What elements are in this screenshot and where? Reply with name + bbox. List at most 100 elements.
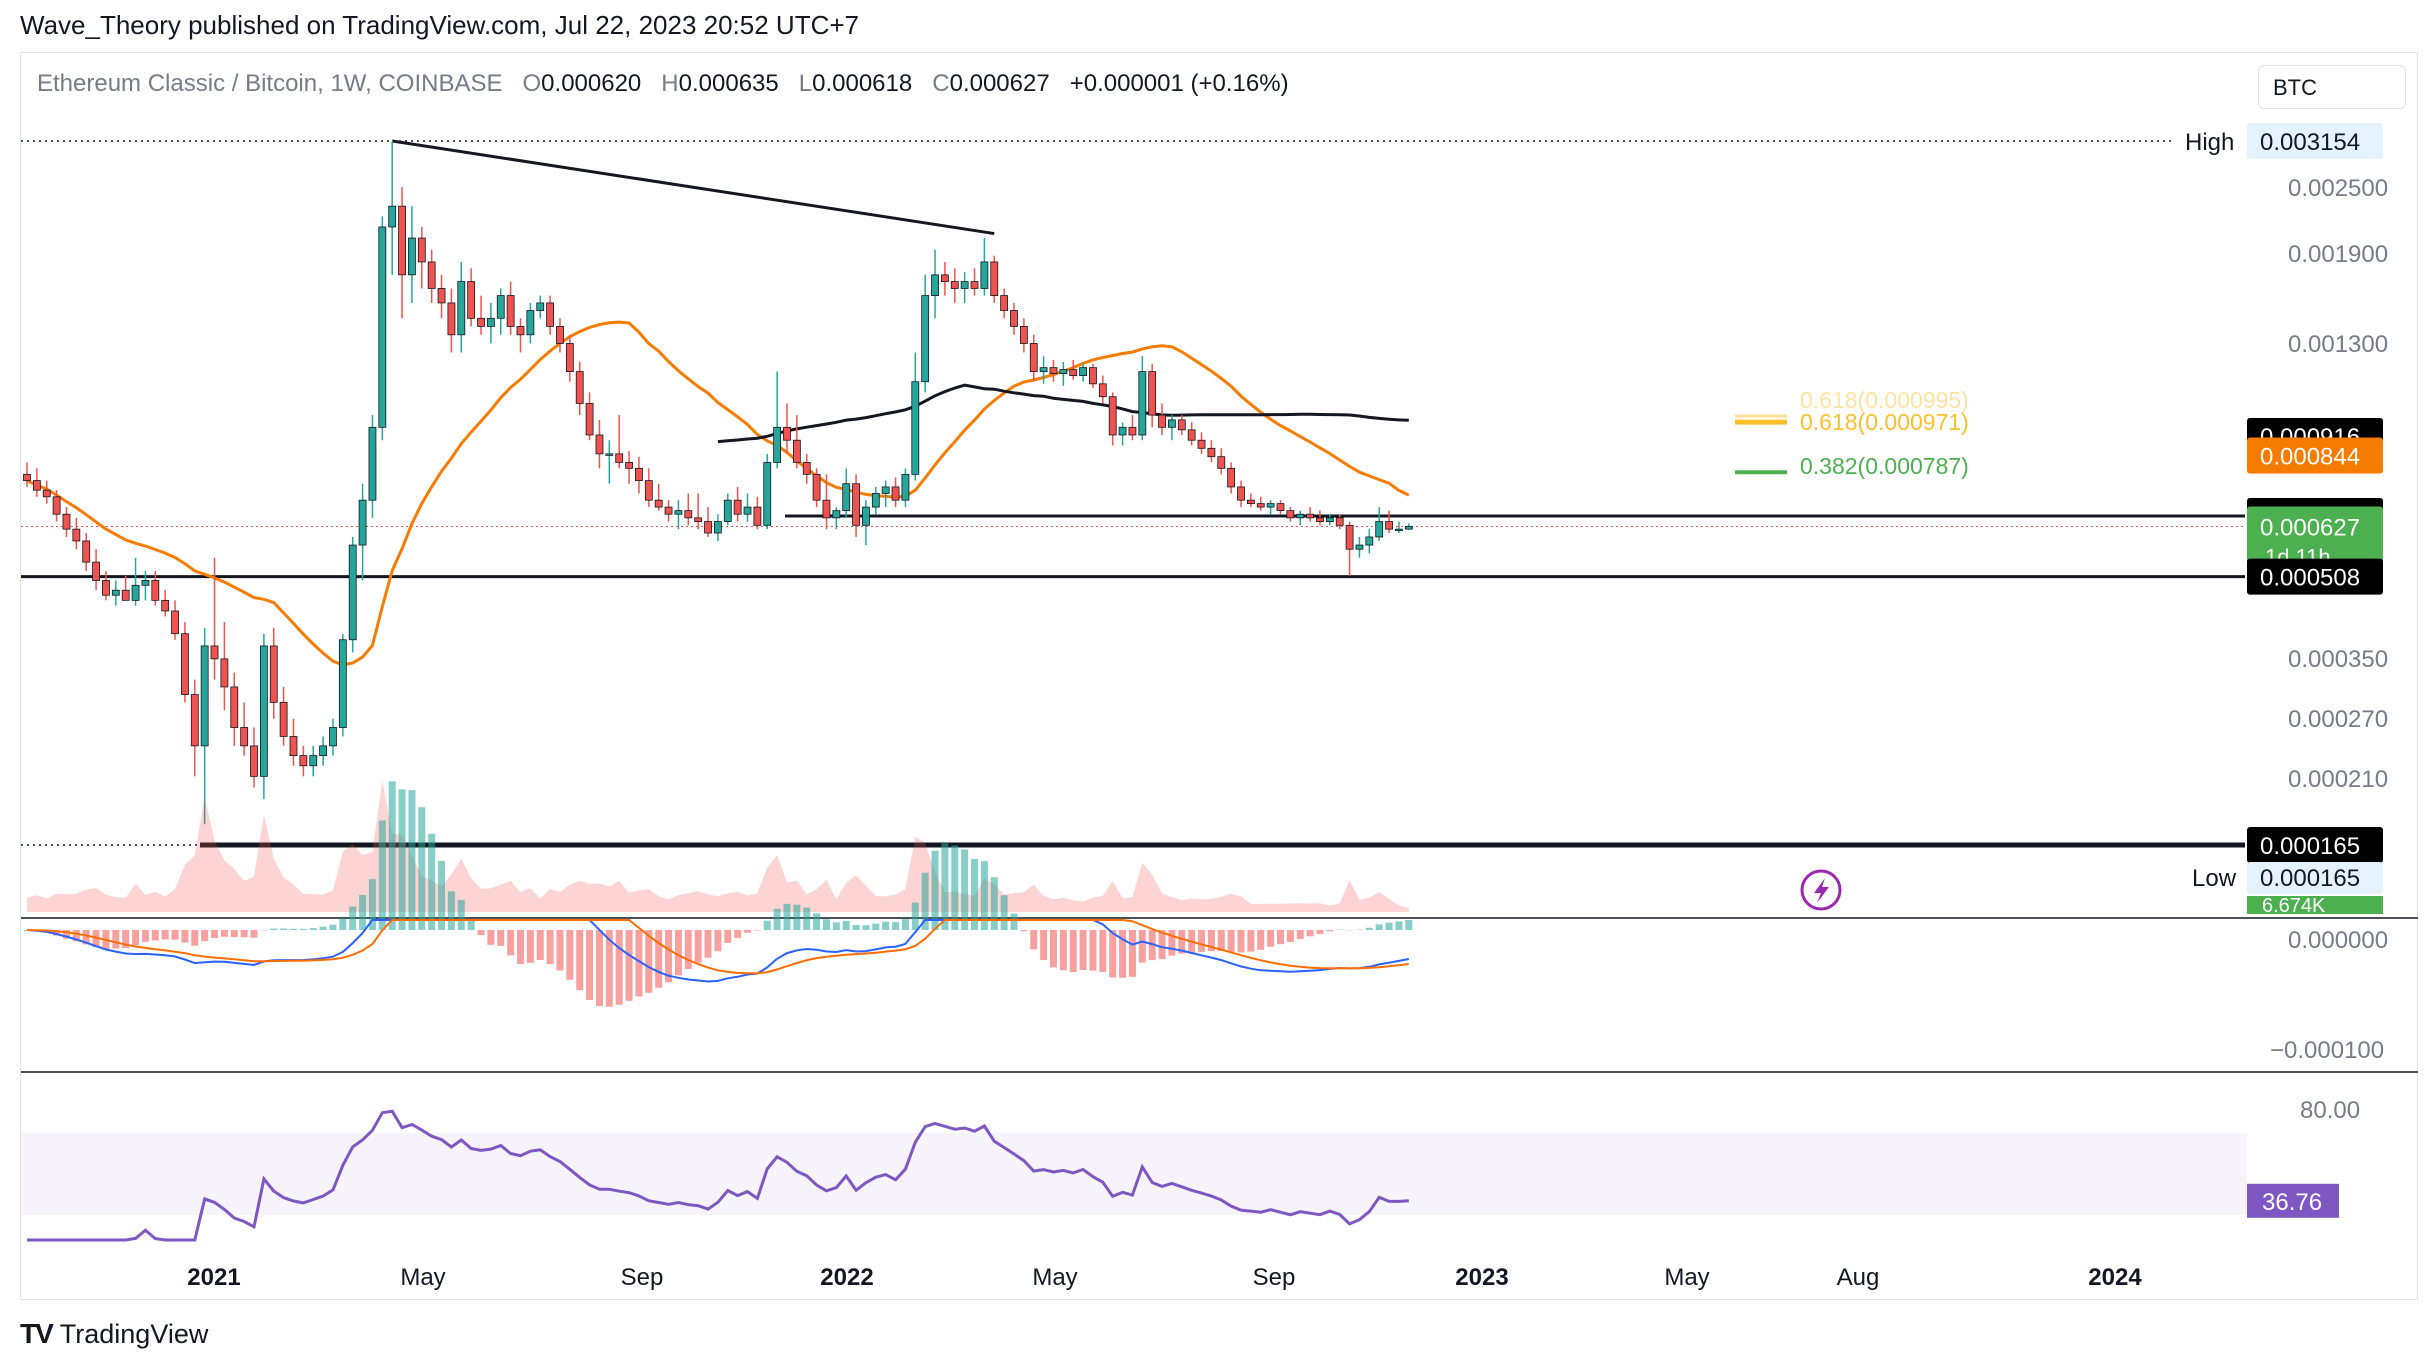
publisher-line: Wave_Theory published on TradingView.com… xyxy=(20,10,859,40)
macd-histogram-bar xyxy=(645,930,653,993)
candle-body xyxy=(615,453,624,463)
macd-histogram-bar xyxy=(398,789,406,930)
candle-body xyxy=(506,295,515,327)
candle-body xyxy=(1207,447,1216,458)
fib-382-label: 0.382(0.000787) xyxy=(1800,453,1969,479)
candle-body xyxy=(763,462,772,526)
candle-body xyxy=(1246,499,1255,505)
macd-histogram-bar xyxy=(1089,930,1097,971)
macd-histogram-bar xyxy=(684,930,692,969)
macd-histogram-bar xyxy=(378,820,386,930)
macd-histogram-bar xyxy=(1237,930,1245,953)
candle-body xyxy=(141,580,150,586)
candle-body xyxy=(1128,426,1137,436)
currency-button[interactable]: BTC xyxy=(2258,65,2406,109)
macd-histogram-bar xyxy=(842,920,850,930)
candle-body xyxy=(1177,419,1186,431)
high-value-badge-bg xyxy=(2247,123,2383,159)
macd-histogram-bar xyxy=(1049,930,1057,968)
candle-body xyxy=(931,274,939,296)
x-tick-label: May xyxy=(1664,1264,1709,1291)
candle-body xyxy=(1059,369,1068,374)
candle-body xyxy=(891,486,900,501)
footer-brand[interactable]: TV TradingView xyxy=(20,1318,208,1350)
candle-body xyxy=(368,426,377,501)
macd-histogram-bar xyxy=(418,807,426,930)
macd-histogram-bar xyxy=(438,860,446,930)
x-tick-label: Aug xyxy=(1837,1264,1880,1291)
candle-body xyxy=(23,473,31,481)
macd-histogram-bar xyxy=(813,913,821,930)
price-label-badge: 0.000508 xyxy=(2260,565,2360,592)
candle-body xyxy=(358,499,367,546)
x-tick-label: Sep xyxy=(621,1264,664,1291)
candle-body xyxy=(674,510,683,515)
candle-body xyxy=(1118,426,1127,436)
macd-histogram-bar xyxy=(862,925,870,930)
low-label: Low xyxy=(2192,865,2237,892)
macd-histogram-bar xyxy=(744,930,752,933)
candle-body xyxy=(1089,367,1097,385)
candle-body xyxy=(1385,521,1393,530)
candle-body xyxy=(1187,429,1196,441)
macd-histogram-bar xyxy=(1000,895,1008,930)
y-tick-label: 0.000270 xyxy=(2288,706,2388,733)
macd-tick-label: −0.000100 xyxy=(2270,1037,2384,1064)
current-price-value: 0.000627 xyxy=(2260,514,2360,541)
candle-body xyxy=(1395,528,1403,532)
close-label: C xyxy=(932,70,950,97)
y-tick-label: 0.000350 xyxy=(2288,646,2388,673)
macd-histogram-bar xyxy=(487,930,495,945)
signal-line xyxy=(26,919,1409,975)
trendline xyxy=(391,139,995,236)
macd-histogram-bar xyxy=(507,930,515,956)
candle-body xyxy=(348,544,357,641)
lightning-icon-glyph xyxy=(1814,878,1829,903)
candle-body xyxy=(802,462,811,475)
macd-histogram-bar xyxy=(240,930,248,938)
candle-body xyxy=(990,261,999,296)
macd-histogram-bar xyxy=(734,930,742,938)
volume-badge: 6.674K xyxy=(2262,895,2326,917)
macd-histogram-bar xyxy=(951,845,959,930)
candle-body xyxy=(1000,295,1009,311)
macd-histogram-bar xyxy=(477,930,485,936)
candle-body xyxy=(1365,536,1374,546)
macd-histogram-bar xyxy=(339,918,347,930)
chart-panel[interactable] xyxy=(20,52,2418,1300)
candle-body xyxy=(62,513,71,530)
candle-body xyxy=(259,645,268,777)
candle-body xyxy=(1168,419,1176,428)
candle-body xyxy=(881,486,890,494)
candle-body xyxy=(970,281,979,289)
macd-histogram-bar xyxy=(1010,913,1018,930)
candle-body xyxy=(269,645,278,703)
candle-body xyxy=(151,580,160,601)
candle-body xyxy=(960,281,969,289)
candle-body xyxy=(1266,503,1275,508)
macd-tick-label: 0.000000 xyxy=(2288,927,2388,954)
candle-body xyxy=(92,561,100,581)
candle-body xyxy=(319,745,328,756)
macd-histogram-bar xyxy=(299,928,307,930)
macd-histogram-bar xyxy=(181,930,189,943)
fib-618-ghost-label: 0.618(0.000995) xyxy=(1800,387,1969,413)
macd-histogram-bar xyxy=(1099,930,1107,972)
macd-histogram-bar xyxy=(941,843,949,930)
macd-histogram-bar xyxy=(1207,930,1215,952)
macd-histogram-bar xyxy=(1316,930,1324,935)
macd-histogram-bar xyxy=(882,921,890,930)
candle-body xyxy=(210,645,219,660)
candle-body xyxy=(704,521,712,534)
candle-body xyxy=(723,499,732,522)
candle-body xyxy=(329,727,337,747)
macd-histogram-bar xyxy=(211,930,219,939)
macd-histogram-bar xyxy=(961,849,969,930)
candle-body xyxy=(398,205,406,276)
macd-histogram-bar xyxy=(1079,930,1087,971)
macd-histogram-bar xyxy=(428,833,436,930)
candle-body xyxy=(1138,371,1147,436)
macd-histogram-bar xyxy=(408,790,416,930)
low-label: L xyxy=(798,70,813,97)
